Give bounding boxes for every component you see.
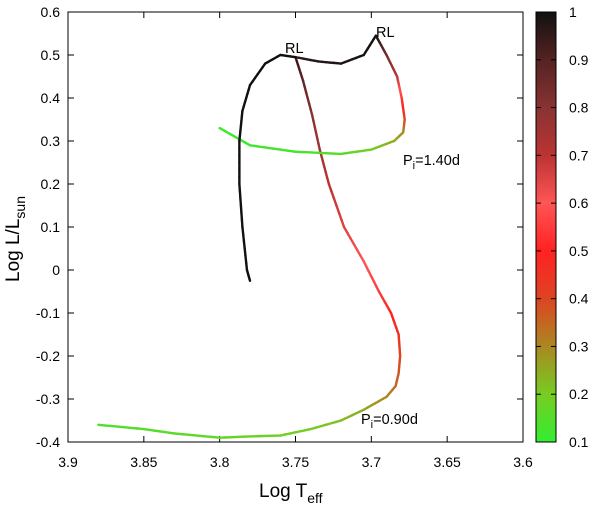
track-segment	[327, 182, 333, 193]
y-tick-label: 0.2	[41, 176, 61, 192]
colorbar-tick-label: 0.8	[569, 100, 589, 116]
track-segment	[188, 433, 199, 437]
rl-label-right: RL	[376, 25, 395, 41]
track-segment	[279, 148, 290, 152]
rl-label-left: RL	[285, 41, 304, 57]
y-tick-label: 0.6	[41, 4, 61, 20]
evolution-tracks	[97, 34, 406, 439]
track-segment	[248, 144, 259, 148]
colorbar	[535, 11, 557, 443]
track-segment	[271, 147, 282, 151]
colorbar-tick-label: 0.4	[569, 291, 589, 307]
x-tick-label: 3.7	[362, 454, 382, 470]
y-tick-label: 0.1	[41, 219, 61, 235]
track-segment	[256, 145, 267, 149]
y-tick-label: -0.1	[36, 305, 60, 321]
track-segment	[245, 261, 249, 272]
track-segment	[119, 425, 130, 429]
track-segment	[172, 432, 183, 436]
track-segment	[203, 435, 214, 439]
colorbar-tick-label: 0.5	[569, 243, 589, 259]
y-tick-label: 0.3	[41, 133, 61, 149]
track-segment	[340, 218, 346, 229]
track-segment	[243, 247, 247, 257]
x-axis-ticks: 3.9 3.85 3.8 3.75 3.7 3.65 3.6	[58, 12, 533, 470]
colorbar-ticks: 1 0.9 0.8 0.7 0.6 0.5 0.4 0.3 0.2 0.1	[536, 4, 589, 450]
period-label-0-90d: Pi=0.90d	[361, 412, 418, 431]
track-segment	[330, 189, 336, 200]
track-pi-1-40d	[238, 53, 297, 282]
track-segment	[210, 435, 221, 439]
track-segment	[180, 432, 191, 437]
y-axis-title: Log L/Lsun	[3, 196, 28, 282]
track-segment	[286, 149, 297, 153]
x-tick-label: 3.85	[130, 454, 157, 470]
colorbar-tick-label: 0.3	[569, 338, 589, 354]
x-axis-title: Log Teff	[259, 481, 323, 506]
plot-frame	[67, 11, 524, 443]
x-tick-label: 3.65	[434, 454, 461, 470]
colorbar-tick-label: 0.1	[569, 434, 589, 450]
colorbar-tick-label: 0.2	[569, 386, 589, 402]
y-tick-label: -0.2	[36, 348, 60, 364]
track-segment	[135, 427, 146, 431]
track-segment	[218, 126, 226, 133]
x-tick-label: 3.75	[282, 454, 309, 470]
colorbar-tick-label: 0.6	[569, 195, 589, 211]
x-tick-label: 3.6	[513, 454, 533, 470]
period-label-1-40d: Pi=1.40d	[403, 153, 460, 172]
colorbar-tick-label: 1	[569, 4, 577, 20]
track-segment	[263, 146, 274, 150]
y-tick-label: 0	[52, 262, 60, 278]
track-segment	[337, 211, 343, 222]
track-segment	[195, 434, 206, 438]
x-tick-label: 3.9	[58, 454, 78, 470]
colorbar-tick-label: 0.7	[569, 147, 589, 163]
colorbar-tick-label: 0.9	[569, 52, 589, 68]
y-tick-label: -0.4	[36, 434, 60, 450]
track-segment	[332, 197, 338, 207]
y-tick-label: 0.4	[41, 90, 61, 106]
y-tick-label: 0.5	[41, 47, 61, 63]
x-tick-label: 3.8	[210, 454, 230, 470]
track-segment	[335, 204, 341, 214]
track-pi-0-90d	[97, 34, 406, 439]
track-segment	[244, 254, 248, 265]
y-tick-label: -0.3	[36, 391, 60, 407]
track-segment	[112, 425, 123, 429]
track-segment	[104, 424, 115, 428]
track-segment	[127, 426, 138, 430]
track-segment	[97, 423, 108, 427]
y-axis-ticks: 0.6 0.5 0.4 0.3 0.2 0.1 0 -0.1 -0.2 -0.3 -0.4	[36, 4, 523, 450]
track-segment	[242, 240, 246, 250]
track-segment	[241, 225, 245, 236]
